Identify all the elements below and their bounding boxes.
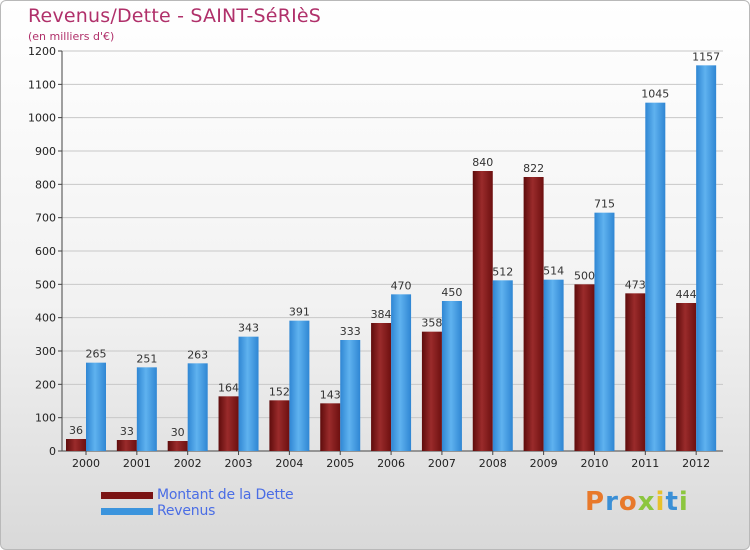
bar-revenus — [696, 65, 717, 451]
bar-revenus — [289, 320, 310, 451]
data-label-dette: 36 — [69, 424, 83, 437]
x-tick-label: 2009 — [530, 457, 558, 470]
bar-dette — [116, 440, 137, 451]
x-tick-label: 2012 — [682, 457, 710, 470]
chart-title: Revenus/Dette - SAINT-SéRIèS — [28, 5, 322, 27]
y-tick-label: 0 — [49, 445, 56, 458]
y-tick-label: 700 — [35, 212, 56, 225]
y-tick-label: 500 — [35, 278, 56, 291]
data-label-dette: 500 — [574, 269, 595, 282]
data-label-dette: 473 — [625, 278, 646, 291]
data-label-dette: 444 — [676, 288, 697, 301]
logo-letter: P — [585, 487, 606, 517]
data-label-revenus: 343 — [238, 322, 259, 335]
data-label-revenus: 514 — [543, 265, 564, 278]
bar-dette — [625, 293, 646, 451]
bar-revenus — [136, 367, 157, 451]
data-label-dette: 822 — [523, 162, 544, 175]
logo-letter: o — [618, 487, 638, 517]
bar-dette — [523, 177, 544, 451]
chart-legend: Montant de la Dette Revenus — [101, 487, 294, 519]
bar-revenus — [543, 279, 564, 451]
x-tick-label: 2008 — [479, 457, 507, 470]
x-tick-label: 2010 — [580, 457, 608, 470]
data-label-revenus: 1157 — [692, 50, 720, 63]
data-label-dette: 358 — [421, 317, 442, 330]
y-tick-label: 400 — [35, 312, 56, 325]
bar-dette — [676, 303, 697, 451]
logo-letter: x — [637, 487, 656, 517]
y-tick-label: 1200 — [28, 45, 56, 58]
data-label-revenus: 333 — [340, 325, 361, 338]
x-tick-label: 2000 — [72, 457, 100, 470]
data-label-revenus: 265 — [86, 348, 107, 361]
bar-dette — [472, 171, 493, 451]
logo-letter: r — [605, 487, 619, 517]
x-tick-label: 2005 — [326, 457, 354, 470]
data-label-revenus: 470 — [391, 279, 412, 292]
x-tick-label: 2001 — [123, 457, 151, 470]
chart-subtitle: (en milliers d'€) — [28, 30, 115, 43]
data-label-dette: 840 — [472, 156, 493, 169]
data-label-dette: 384 — [371, 308, 392, 321]
bar-revenus — [86, 362, 106, 451]
bar-revenus — [238, 336, 259, 451]
data-label-dette: 164 — [218, 381, 239, 394]
legend-label-revenus: Revenus — [157, 503, 216, 519]
x-tick-label: 2007 — [428, 457, 456, 470]
bar-revenus — [187, 363, 208, 451]
logo-letter: t — [665, 487, 679, 517]
legend-item-dette: Montant de la Dette — [101, 487, 294, 503]
x-tick-label: 2004 — [275, 457, 303, 470]
data-label-revenus: 391 — [289, 306, 310, 319]
bar-dette — [421, 331, 442, 451]
legend-item-revenus: Revenus — [101, 503, 293, 519]
data-label-dette: 30 — [171, 426, 185, 439]
bar-dette — [320, 403, 341, 451]
bar-revenus — [340, 340, 361, 451]
data-label-revenus: 1045 — [641, 88, 669, 101]
data-label-revenus: 251 — [136, 352, 157, 365]
y-tick-label: 300 — [35, 345, 56, 358]
y-tick-label: 800 — [35, 178, 56, 191]
data-label-revenus: 450 — [441, 286, 462, 299]
bar-dette — [269, 400, 290, 451]
data-label-revenus: 715 — [594, 198, 615, 211]
data-label-revenus: 263 — [187, 348, 208, 361]
y-tick-label: 900 — [35, 145, 56, 158]
legend-label-dette: Montant de la Dette — [157, 487, 294, 503]
x-tick-label: 2003 — [225, 457, 253, 470]
data-label-dette: 33 — [120, 425, 134, 438]
y-tick-label: 1100 — [28, 78, 56, 91]
y-tick-label: 1000 — [28, 112, 56, 125]
logo-letter: i — [655, 487, 666, 517]
bar-dette — [66, 439, 86, 451]
y-tick-label: 600 — [35, 245, 56, 258]
bar-dette — [167, 441, 188, 451]
x-tick-label: 2011 — [631, 457, 659, 470]
data-label-revenus: 512 — [492, 265, 513, 278]
y-tick-label: 200 — [35, 378, 56, 391]
bar-dette — [371, 323, 392, 451]
legend-swatch-revenus — [101, 507, 153, 515]
proxiti-logo: Proxiti — [585, 487, 689, 517]
bar-revenus — [645, 102, 666, 452]
data-label-dette: 152 — [269, 385, 290, 398]
bar-dette — [218, 396, 239, 451]
bar-revenus — [391, 294, 412, 451]
logo-letter: i — [678, 487, 689, 517]
bar-dette — [574, 284, 595, 451]
bar-revenus — [594, 212, 615, 451]
bar-revenus — [492, 280, 513, 451]
x-tick-label: 2006 — [377, 457, 405, 470]
x-tick-label: 2002 — [174, 457, 202, 470]
bar-revenus — [441, 301, 462, 451]
legend-swatch-dette — [101, 491, 153, 499]
y-tick-label: 100 — [35, 412, 56, 425]
data-label-dette: 143 — [320, 388, 341, 401]
